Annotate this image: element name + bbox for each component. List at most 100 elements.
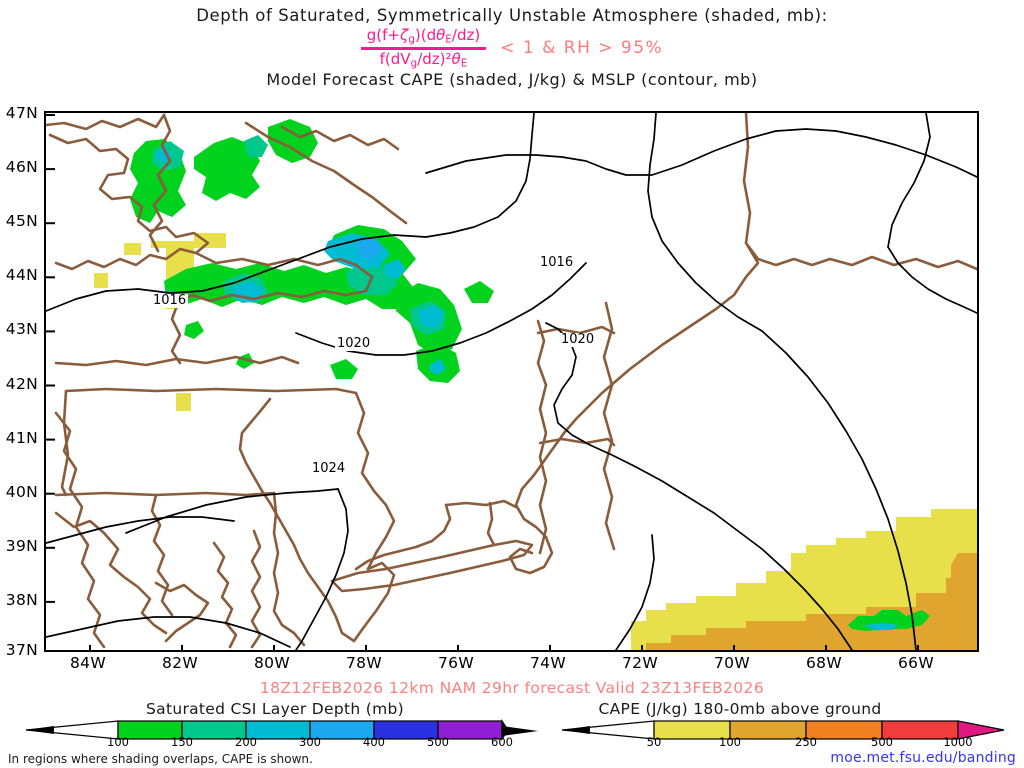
title-block: Depth of Saturated, Symmetrically Unstab…: [0, 0, 1024, 89]
border-pa-nj-upper: [260, 489, 296, 547]
coast-chesapeake: [212, 541, 238, 649]
cape-tick-50: 50: [646, 735, 662, 749]
formula-row: g(f+ζg)(dθE/dz) f(dVg/dz)²θE < 1 & RH > …: [0, 26, 1024, 70]
coast-va-west: [54, 511, 168, 635]
cape-underflow-tail: [562, 726, 590, 734]
lat-tick-40N: 40N: [5, 482, 38, 501]
border-vt-nh: [602, 301, 616, 551]
cape-patch-small-c: [176, 393, 191, 411]
cape-over-range-arrow: [957, 720, 1005, 740]
csi-band-150d: [244, 135, 268, 157]
lon-tick-72W: 72W: [622, 654, 658, 672]
contour-1020-north: [425, 113, 535, 238]
csi-overflow-tail: [502, 726, 538, 736]
coast-lake-huron-east: [148, 113, 172, 253]
contour-1016-north: [425, 128, 977, 178]
border-oh-wv: [54, 411, 106, 649]
lat-tick-46N: 46N: [5, 158, 38, 177]
lat-tick-38N: 38N: [5, 590, 38, 609]
csi-tick-100: 100: [107, 735, 129, 749]
fraction-bar: [360, 46, 487, 50]
lat-tick-37N: 37N: [5, 641, 38, 659]
csi-criterion-fraction: g(f+ζg)(dθE/dz) f(dVg/dz)²θE: [360, 26, 487, 70]
coast-lake-ontario: [176, 251, 374, 305]
forecast-valid-line: 18Z12FEB2026 12km NAM 29hr forecast Vali…: [259, 679, 765, 697]
contour-label-1016-north: 1016: [538, 255, 576, 271]
csi-tick-400: 400: [363, 735, 385, 749]
title-line-3: Model Forecast CAPE (shaded, J/kg) & MSL…: [266, 70, 758, 90]
csi-band-200d: [384, 259, 406, 279]
lat-tick-39N: 39N: [5, 536, 38, 555]
lon-tick-68W: 68W: [806, 654, 842, 672]
csi-band-100i: [184, 321, 204, 339]
map-container[interactable]: 1016 1016 1020 1020 1024: [44, 111, 979, 652]
contour-1020-ne: [545, 322, 853, 650]
contour-bottom-right: [615, 534, 655, 650]
csi-band-100h: [330, 359, 358, 379]
fraction-numerator: g(f+ζg)(dθE/dz): [366, 26, 481, 46]
latitude-axis: 47N 46N 45N 44N 43N 42N 41N 40N 39N 38N …: [0, 104, 42, 659]
coast-long-island: [330, 539, 534, 593]
lat-tick-42N: 42N: [5, 374, 38, 393]
border-nj-coast: [352, 561, 396, 643]
lat-tick-47N: 47N: [5, 104, 38, 122]
csi-colorbar[interactable]: [22, 719, 512, 741]
cape-tick-1000: 1000: [943, 735, 973, 749]
csi-tick-300: 300: [299, 735, 321, 749]
csi-colorbar-ticks: 100 150 200 300 400 500 600: [22, 735, 513, 749]
cape-tick-250: 250: [795, 735, 817, 749]
border-ma-north: [538, 437, 616, 447]
csi-band-200c: [418, 305, 444, 329]
coast-georgian-bay: [48, 133, 210, 271]
source-url[interactable]: moe.met.fsu.edu/banding: [830, 750, 1016, 766]
cape-colorbar-title: CAPE (J/kg) 180-0mb above ground: [598, 700, 882, 718]
lon-tick-74W: 74W: [530, 654, 566, 672]
lon-tick-78W: 78W: [346, 654, 382, 672]
mslp-contour-layer: [46, 113, 977, 650]
lon-tick-76W: 76W: [438, 654, 474, 672]
csi-shading-layer: [94, 119, 494, 411]
cape-colorbar-swatches: [561, 720, 1005, 740]
overlap-note: In regions where shading overlaps, CAPE …: [8, 752, 313, 766]
border-nj-de: [292, 543, 356, 643]
lon-tick-70W: 70W: [714, 654, 750, 672]
contour-1016-west: [46, 234, 427, 312]
cape-colorbar[interactable]: [558, 719, 1008, 741]
border-wv-va: [150, 493, 174, 617]
cape-colorbar-ticks: 50 100 250 500 1000: [558, 735, 1008, 749]
lat-tick-43N: 43N: [5, 320, 38, 339]
contour-label-1020-east: 1020: [559, 332, 597, 348]
contour-southwest-1024: [46, 516, 235, 544]
coast-delmarva-west: [250, 529, 262, 649]
border-de-md: [272, 491, 306, 647]
border-canada-maine: [742, 113, 977, 271]
csi-tick-150: 150: [171, 735, 193, 749]
border-ny-vt: [536, 319, 548, 555]
csi-underflow-tail: [26, 726, 54, 734]
csi-band-300: [356, 237, 382, 259]
csi-tick-200: 200: [235, 735, 257, 749]
formula-condition: < 1 & RH > 95%: [500, 38, 664, 59]
csi-offshore-shading: [848, 610, 930, 631]
title-line-1: Depth of Saturated, Symmetrically Unstab…: [196, 6, 828, 25]
coast-lake-erie-north: [54, 355, 300, 367]
csi-tick-600: 600: [491, 735, 513, 749]
colorbar-titles: Saturated CSI Layer Depth (mb) CAPE (J/k…: [0, 700, 1024, 720]
border-ct-ri: [486, 501, 496, 547]
map-canvas: [46, 113, 977, 650]
lon-tick-66W: 66W: [898, 654, 934, 672]
fraction-denominator: f(dVg/dz)²θE: [379, 49, 468, 70]
csi-band-200e: [430, 359, 446, 375]
lon-tick-84W: 84W: [70, 654, 106, 672]
lon-tick-82W: 82W: [162, 654, 198, 672]
cape-patch-small-a: [124, 243, 141, 255]
cape-tick-500: 500: [871, 735, 893, 749]
contour-label-1020-mid: 1020: [335, 336, 373, 352]
border-pa-east: [238, 397, 272, 493]
political-boundaries-layer: [46, 113, 977, 649]
csi-tick-500: 500: [427, 735, 449, 749]
coast-potomac: [154, 581, 210, 643]
contour-offshore-se: [761, 330, 917, 650]
contour-1020-offshore: [647, 113, 763, 332]
